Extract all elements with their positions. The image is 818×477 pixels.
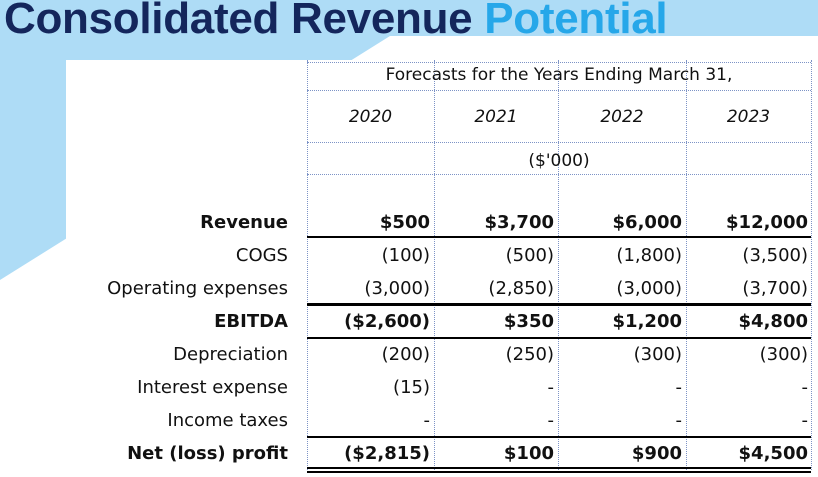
double-underline: [307, 471, 811, 473]
table-header: Forecasts for the Years Ending March 31,: [385, 65, 733, 85]
total-rule: [307, 436, 811, 438]
table-cell: -: [675, 377, 683, 398]
table-cell: (200): [381, 344, 430, 365]
table-cell: (300): [759, 344, 808, 365]
table-cell: (3,700): [742, 278, 808, 299]
table-cell: (1,800): [616, 245, 682, 266]
row-label-income-taxes: Income taxes: [167, 410, 288, 431]
table-cell: $350: [503, 311, 554, 332]
table-cell: (3,000): [616, 278, 682, 299]
table-cell: ($2,600): [344, 311, 430, 332]
row-label-revenue: Revenue: [200, 212, 288, 233]
table-cell: -: [547, 410, 555, 431]
unit-label: ($'000): [528, 151, 590, 171]
row-label-interest-expense: Interest expense: [137, 377, 288, 398]
gridline: [558, 60, 559, 470]
year-header: 2022: [600, 107, 644, 127]
table-cell: -: [423, 410, 431, 431]
row-label-operating-expenses: Operating expenses: [107, 278, 288, 299]
table-cell: $1,200: [612, 311, 682, 332]
title-main: Consolidated Revenue: [4, 0, 473, 43]
year-header: 2020: [348, 107, 393, 127]
row-label-net-profit: Net (loss) profit: [127, 443, 288, 464]
table-cell: ($2,815): [344, 443, 430, 464]
table-cell: (300): [633, 344, 682, 365]
table-cell: $900: [631, 443, 682, 464]
table-cell: (500): [505, 245, 554, 266]
gridline: [307, 174, 811, 175]
row-label-depreciation: Depreciation: [173, 344, 288, 365]
row-label-cogs: COGS: [235, 245, 288, 266]
gridline: [434, 60, 435, 470]
table-cell: -: [801, 410, 809, 431]
page-title: Consolidated Revenue Potential: [4, 0, 668, 44]
title-accent: Potential: [484, 0, 668, 43]
table-cell: $500: [379, 212, 430, 233]
table-cell: $4,500: [738, 443, 808, 464]
table-cell: (2,850): [488, 278, 554, 299]
table-cell: (100): [381, 245, 430, 266]
year-header: 2021: [474, 107, 518, 127]
gridline: [307, 142, 811, 143]
gridline: [307, 60, 308, 470]
table-cell: (250): [505, 344, 554, 365]
table-cell: -: [547, 377, 555, 398]
gridline: [307, 90, 811, 91]
subtotal-rule: [307, 236, 811, 238]
gridline: [686, 60, 687, 470]
table-cell: (3,000): [364, 278, 430, 299]
financial-table: Forecasts for the Years Ending March 31,…: [66, 60, 818, 477]
double-underline: [307, 467, 811, 469]
gridline: [811, 60, 812, 470]
year-header: 2023: [726, 107, 771, 127]
table-cell: (3,500): [742, 245, 808, 266]
table-cell: $6,000: [612, 212, 682, 233]
table-cell: $3,700: [484, 212, 554, 233]
table-cell: $4,800: [738, 311, 808, 332]
gridline: [307, 62, 811, 63]
table-cell: -: [801, 377, 809, 398]
row-label-ebitda: EBITDA: [214, 311, 288, 332]
table-cell: $12,000: [726, 212, 808, 233]
table-cell: (15): [393, 377, 430, 398]
subtotal-rule: [307, 303, 811, 306]
table-cell: $100: [503, 443, 554, 464]
subtotal-rule: [307, 337, 811, 339]
table-cell: -: [675, 410, 683, 431]
